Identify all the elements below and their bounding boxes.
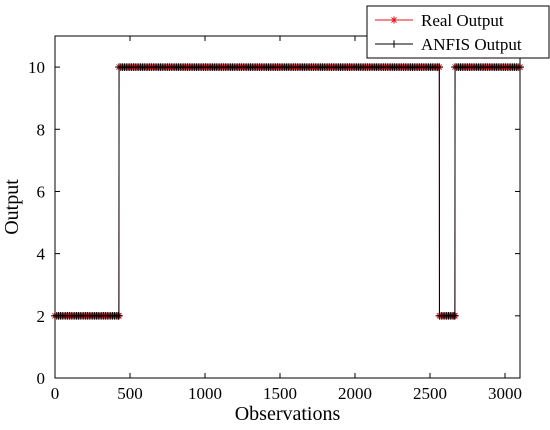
legend-label-real-output: Real Output xyxy=(421,11,504,30)
legend: Real Output ANFIS Output xyxy=(366,5,550,59)
legend-asterisk-icon xyxy=(390,16,398,24)
y-tick-label-10: 10 xyxy=(28,58,45,77)
legend-plus-icon xyxy=(390,40,398,48)
x-tick-label-1000: 1000 xyxy=(188,384,222,403)
ticks-layer: 0 500 1000 1500 2000 2500 3000 0 2 4 6 8 10 xyxy=(28,36,522,403)
x-tick-label-2500: 2500 xyxy=(413,384,447,403)
legend-marker-anfis-output xyxy=(390,40,398,48)
legend-entry-anfis-output: ANFIS Output xyxy=(375,35,522,54)
series-real-output xyxy=(51,63,524,320)
series-markers-real-output xyxy=(51,63,524,320)
y-tick-label-0: 0 xyxy=(37,369,46,388)
marker-anfis-output xyxy=(435,63,444,71)
y-tick-label-4: 4 xyxy=(37,245,46,264)
x-tick-label-500: 500 xyxy=(117,384,143,403)
legend-marker-real-output xyxy=(390,16,398,24)
marker-anfis-output xyxy=(115,312,123,320)
x-tick-label-2000: 2000 xyxy=(338,384,372,403)
legend-label-anfis-output: ANFIS Output xyxy=(421,35,522,54)
series-line-anfis-output xyxy=(55,66,520,317)
series-layer xyxy=(51,63,524,320)
x-tick-label-3000: 3000 xyxy=(488,384,522,403)
x-tick-label-0: 0 xyxy=(51,384,60,403)
x-axis-label: Observations xyxy=(235,403,341,425)
y-tick-label-2: 2 xyxy=(37,307,46,326)
y-axis-label: Output xyxy=(1,179,23,235)
plot-frame xyxy=(54,35,521,379)
y-tick-label-8: 8 xyxy=(37,120,46,139)
legend-entry-real-output: Real Output xyxy=(375,11,504,30)
series-markers-anfis-output xyxy=(51,63,524,320)
series-line-real-output xyxy=(55,66,520,317)
y-tick-label-6: 6 xyxy=(37,182,46,201)
x-tick-label-1500: 1500 xyxy=(263,384,297,403)
legend-box xyxy=(366,5,550,59)
series-anfis-output xyxy=(51,63,524,320)
marker-anfis-output xyxy=(451,312,459,320)
